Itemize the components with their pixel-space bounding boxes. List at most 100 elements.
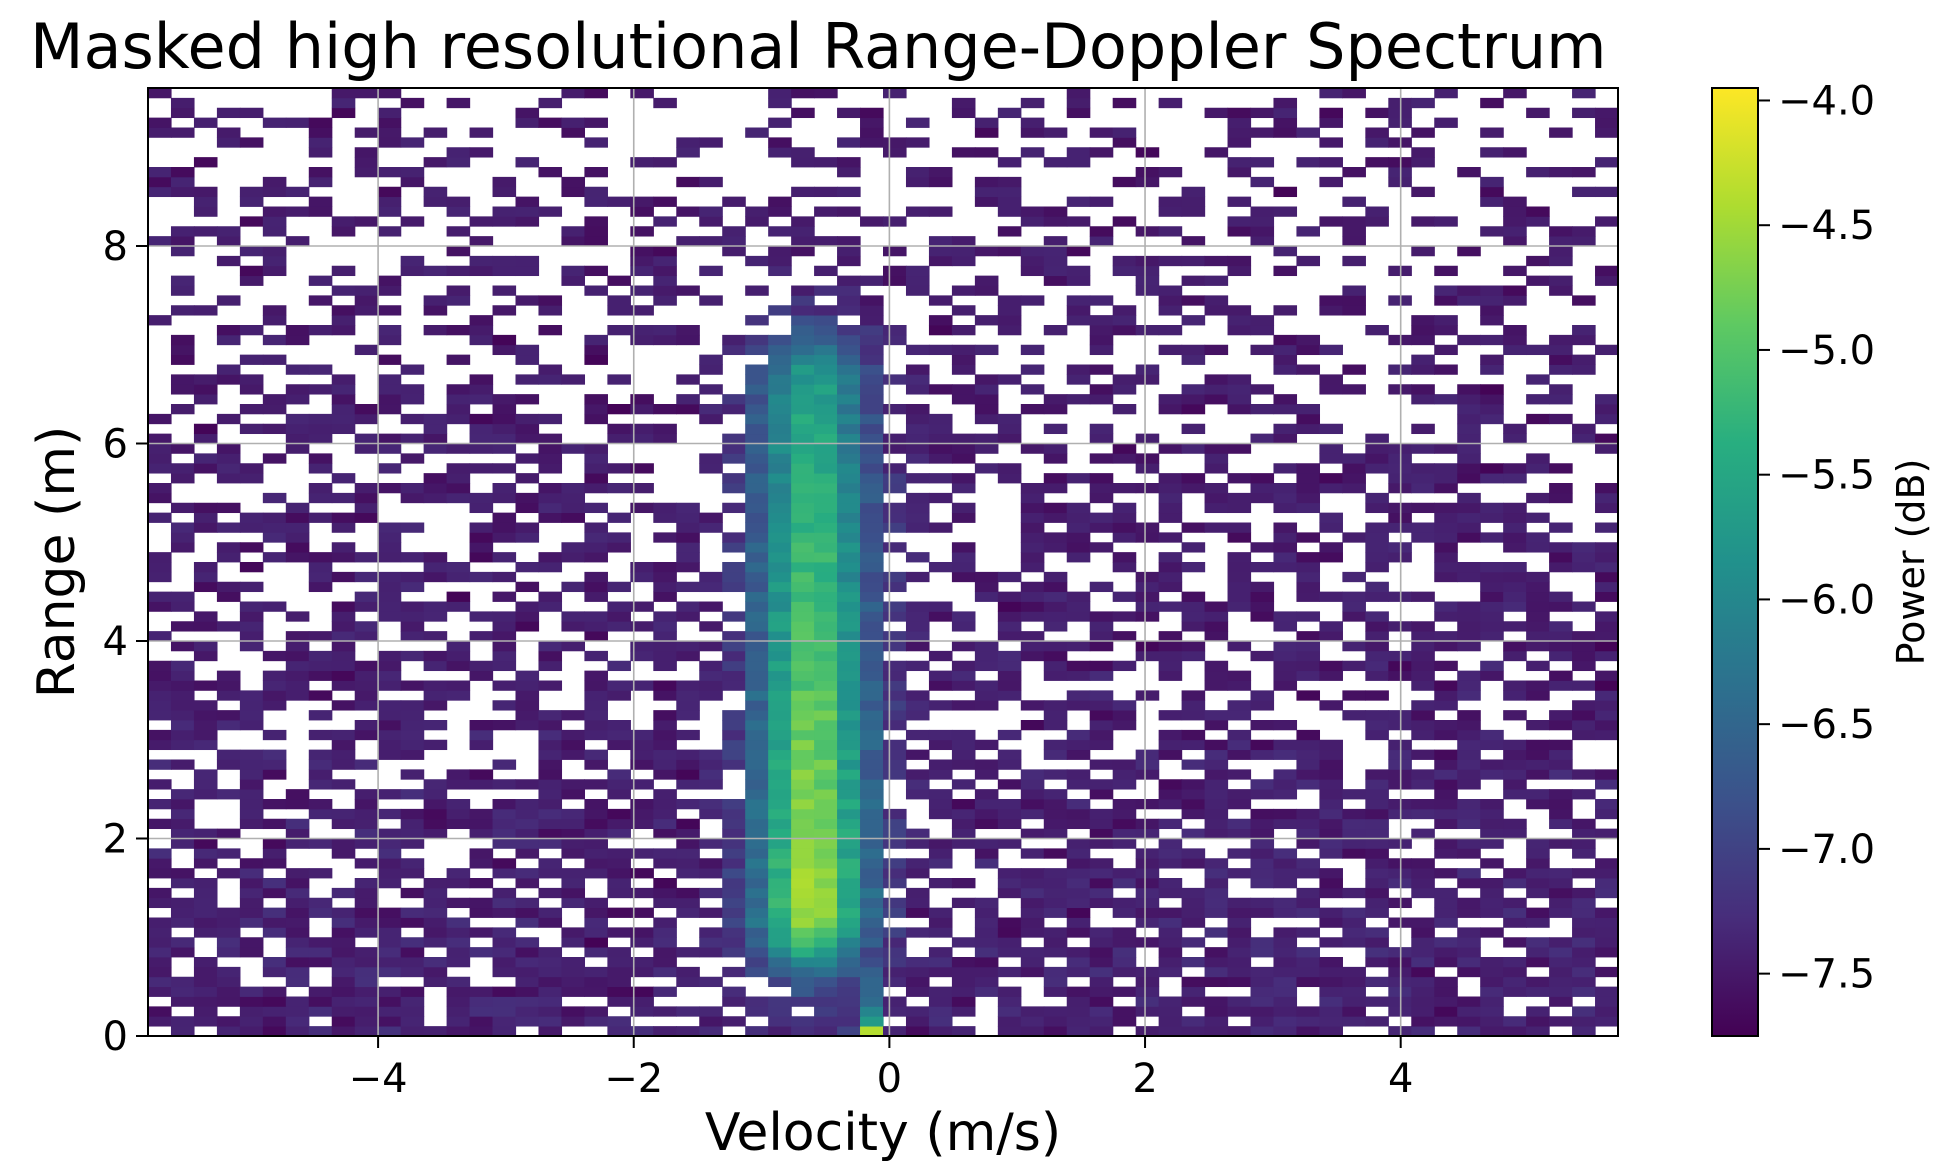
heatmap-cell <box>814 739 838 751</box>
heatmap-cell <box>1020 947 1045 958</box>
heatmap-cell <box>584 216 608 227</box>
heatmap-cell <box>1112 957 1137 968</box>
colorbar <box>1711 87 1759 1037</box>
heatmap-cell <box>837 1026 861 1037</box>
heatmap-cell <box>216 325 241 336</box>
heatmap-cell <box>1227 966 1252 978</box>
heatmap-cell <box>1181 828 1206 839</box>
heatmap-cell <box>515 157 540 168</box>
heatmap-cell <box>308 562 333 573</box>
heatmap-cell <box>1480 147 1504 158</box>
heatmap-cell <box>377 907 402 918</box>
heatmap-cell <box>1572 562 1596 573</box>
heatmap-cell <box>354 700 379 711</box>
heatmap-cell <box>928 453 953 464</box>
heatmap-cell <box>1503 473 1527 484</box>
heatmap-cell <box>1020 1026 1045 1037</box>
heatmap-cell <box>1342 838 1366 849</box>
heatmap-cell <box>1296 463 1321 474</box>
heatmap-cell <box>538 483 563 494</box>
heatmap-cell <box>768 670 792 681</box>
heatmap-cell <box>951 1026 976 1037</box>
heatmap-cell <box>1503 650 1527 662</box>
heatmap-cell <box>1066 848 1091 859</box>
heatmap-cell <box>193 779 218 790</box>
heatmap-cell <box>860 216 884 227</box>
heatmap-cell <box>584 532 608 543</box>
heatmap-cell <box>676 749 700 760</box>
heatmap-cell <box>883 769 907 780</box>
heatmap-cell <box>1457 779 1481 790</box>
heatmap-cell <box>1089 897 1114 909</box>
heatmap-cell <box>377 325 402 336</box>
heatmap-cell <box>492 957 517 968</box>
heatmap-cell <box>997 226 1022 237</box>
heatmap-cell <box>814 463 838 474</box>
heatmap-cell <box>745 433 769 444</box>
heatmap-cell <box>423 562 448 573</box>
heatmap-cell <box>814 897 838 909</box>
heatmap-cell <box>1365 878 1389 889</box>
y-tick-label: 4 <box>103 619 128 665</box>
heatmap-cell <box>377 463 402 474</box>
heatmap-cell <box>1089 660 1114 672</box>
heatmap-cell <box>1089 453 1114 464</box>
heatmap-cell <box>1503 680 1527 691</box>
heatmap-cell <box>768 502 792 514</box>
heatmap-cell <box>905 611 930 622</box>
heatmap-cell <box>1066 295 1091 306</box>
heatmap-cell <box>722 236 746 247</box>
heatmap-cell <box>1595 591 1619 602</box>
heatmap-cell <box>1112 1016 1137 1027</box>
heatmap-cell <box>1549 996 1573 1007</box>
heatmap-cell <box>377 334 402 346</box>
heatmap-cell <box>676 690 700 701</box>
heatmap-cell <box>1296 779 1321 790</box>
heatmap-cell <box>1181 206 1206 217</box>
heatmap-cell <box>1457 749 1481 760</box>
heatmap-cell <box>699 641 723 652</box>
heatmap-cell <box>1526 374 1550 385</box>
heatmap-cell <box>354 404 379 415</box>
heatmap-cell <box>285 799 310 810</box>
heatmap-cell <box>814 789 838 800</box>
heatmap-cell <box>1020 562 1045 573</box>
heatmap-cell <box>997 1026 1022 1037</box>
heatmap-cell <box>1296 473 1321 484</box>
heatmap-cell <box>1089 759 1114 770</box>
heatmap-cell <box>1342 907 1366 918</box>
heatmap-cell <box>423 473 448 484</box>
heatmap-cell <box>1066 808 1091 820</box>
heatmap-cell <box>860 512 884 523</box>
heatmap-cell <box>1319 473 1343 484</box>
heatmap-cell <box>1112 522 1137 533</box>
heatmap-cell <box>1319 779 1343 790</box>
heatmap-cell <box>791 947 815 958</box>
heatmap-cell <box>1204 453 1229 464</box>
heatmap-cell <box>653 433 677 444</box>
heatmap-cell <box>469 996 494 1007</box>
heatmap-cell <box>1135 799 1160 810</box>
heatmap-cell <box>193 966 218 978</box>
heatmap-cell <box>1227 641 1252 652</box>
heatmap-cell <box>1135 591 1160 602</box>
heatmap-cell <box>768 404 792 415</box>
heatmap-cell <box>1204 502 1229 514</box>
heatmap-cell <box>469 384 494 395</box>
heatmap-cell <box>1204 779 1229 790</box>
heatmap-cell <box>1273 463 1298 474</box>
heatmap-cell <box>1480 838 1504 849</box>
heatmap-cell <box>515 996 540 1007</box>
heatmap-cell <box>308 571 333 583</box>
heatmap-cell <box>1572 650 1596 662</box>
heatmap-cell <box>860 966 884 978</box>
heatmap-cell <box>1434 641 1458 652</box>
heatmap-cell <box>745 838 769 849</box>
heatmap-cell <box>768 878 792 889</box>
heatmap-cell <box>354 285 379 296</box>
heatmap-cell <box>745 996 769 1007</box>
heatmap-cell <box>1066 700 1091 711</box>
heatmap-cell <box>1089 1026 1114 1037</box>
heatmap-cell <box>216 127 241 138</box>
